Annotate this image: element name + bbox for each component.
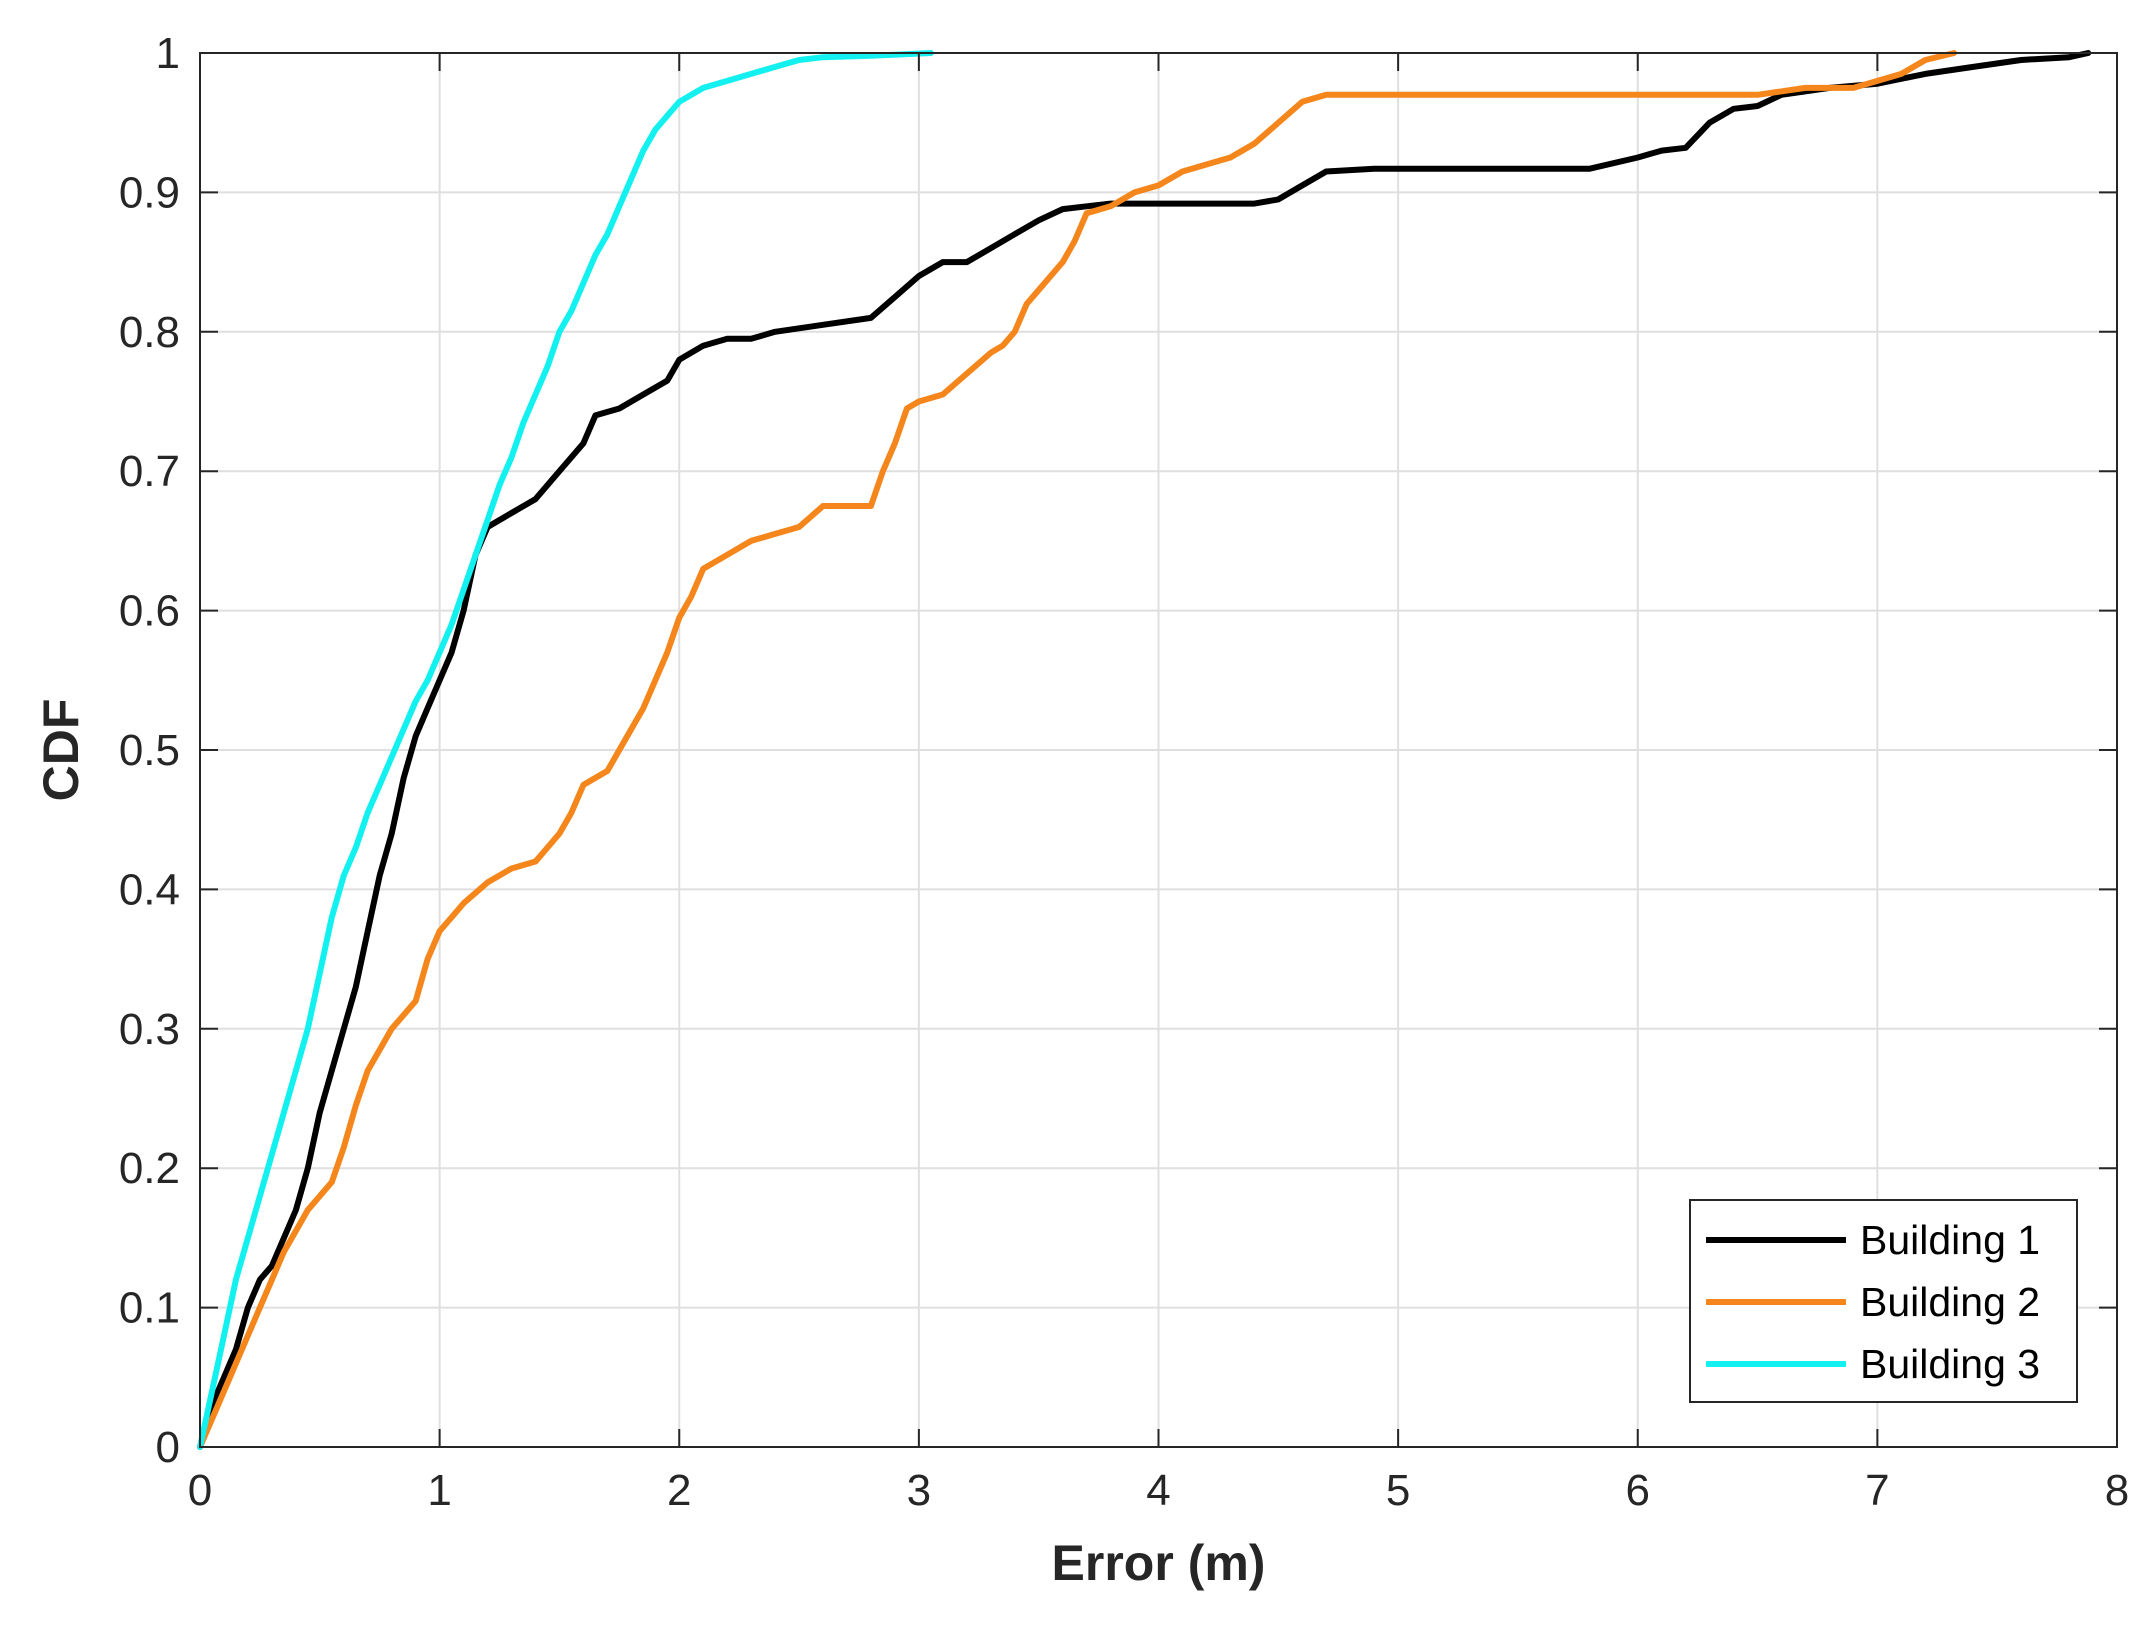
legend-label-building-3: Building 3	[1860, 1341, 2040, 1387]
x-tick-label: 0	[188, 1466, 212, 1515]
y-tick-label: 1	[156, 29, 180, 78]
x-axis-title: Error (m)	[1052, 1535, 1266, 1591]
y-tick-label: 0.4	[119, 865, 180, 914]
y-tick-label: 0.5	[119, 726, 180, 775]
legend-label-building-2: Building 2	[1860, 1279, 2040, 1325]
y-tick-label: 0.1	[119, 1284, 180, 1333]
x-tick-label: 3	[907, 1466, 931, 1515]
x-tick-label: 1	[427, 1466, 451, 1515]
y-tick-label: 0	[156, 1423, 180, 1472]
x-tick-label: 4	[1146, 1466, 1170, 1515]
y-tick-label: 0.3	[119, 1005, 180, 1054]
y-tick-label: 0.9	[119, 168, 180, 217]
x-tick-label: 7	[1865, 1466, 1889, 1515]
y-tick-label: 0.8	[119, 308, 180, 357]
series-line-building-1	[197, 50, 2092, 1450]
series-lines	[197, 50, 2092, 1450]
y-axis-title: CDF	[33, 699, 89, 802]
series-line-building-3	[197, 50, 934, 1450]
x-tick-label: 6	[1626, 1466, 1650, 1515]
x-tick-label: 5	[1386, 1466, 1410, 1515]
legend: Building 1 Building 2 Building 3	[1689, 1199, 2078, 1403]
x-tick-label: 8	[2105, 1466, 2129, 1515]
legend-label-building-1: Building 1	[1860, 1217, 2040, 1263]
y-tick-label: 0.6	[119, 587, 180, 636]
y-tick-label: 0.2	[119, 1144, 180, 1193]
series-line-building-2	[197, 50, 1958, 1450]
x-tick-label: 2	[667, 1466, 691, 1515]
legend-entries: Building 1 Building 2 Building 3	[1706, 1217, 2040, 1387]
axis-ticks: 0 1 2 3 4 5 6 7 8 0 0.1 0.2 0.3 0.4 0.5 0.6 0.7 0.8 0.9 1	[119, 29, 2129, 1515]
y-tick-label: 0.7	[119, 447, 180, 496]
